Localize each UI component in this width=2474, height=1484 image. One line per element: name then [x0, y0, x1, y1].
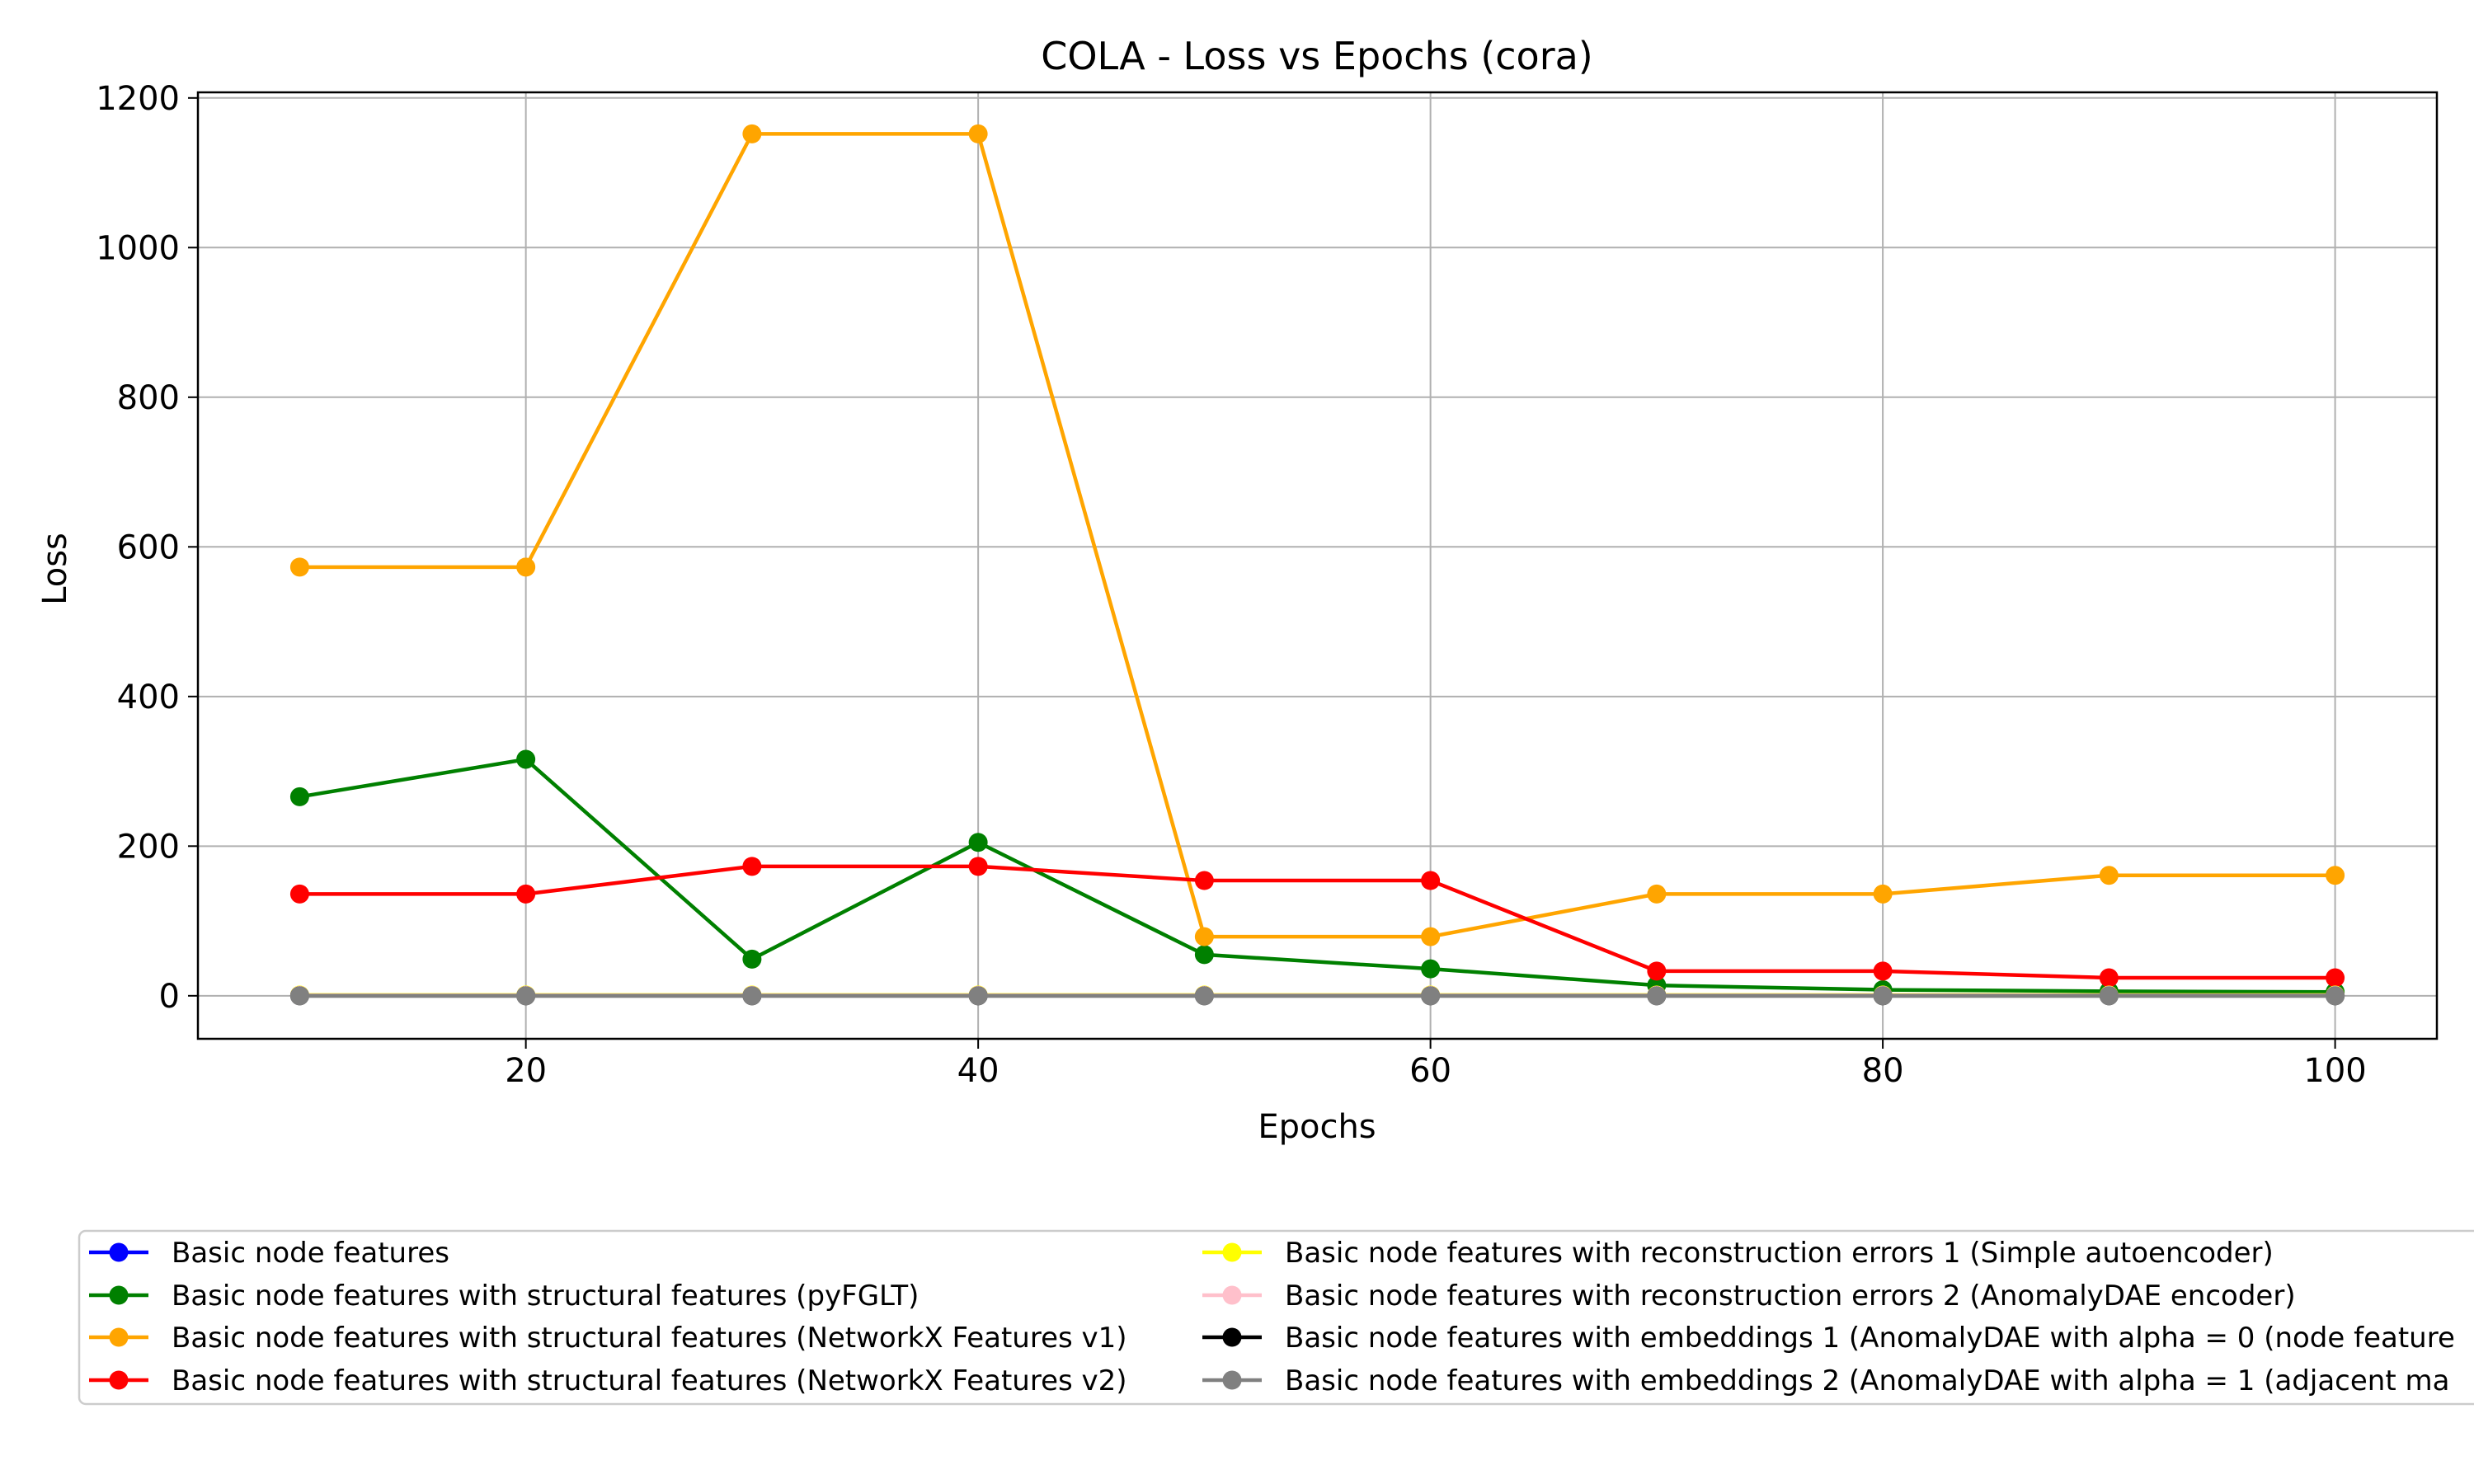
x-axis-ticks: 20 40 60 80 100 [505, 1039, 2367, 1090]
legend-label: Basic node features with reconstruction … [1285, 1280, 2296, 1313]
legend-entry: Basic node features with structural feat… [89, 1364, 1127, 1397]
data-point [968, 857, 988, 876]
y-tick-label: 200 [117, 828, 180, 866]
data-point [1421, 927, 1441, 946]
data-point [1421, 986, 1441, 1006]
series-line [299, 757, 2335, 994]
x-tick-label: 40 [957, 1052, 999, 1090]
data-point [1873, 961, 1893, 981]
plot-series [289, 124, 2345, 1006]
data-point [1647, 986, 1667, 1006]
legend-marker [1222, 1370, 1242, 1390]
data-point [2099, 968, 2119, 988]
y-tick-label: 1000 [96, 229, 180, 267]
legend-label: Basic node features with embeddings 2 (A… [1285, 1364, 2449, 1397]
legend-entry: Basic node features with embeddings 1 (A… [1202, 1322, 2455, 1355]
x-tick-label: 100 [2303, 1052, 2366, 1090]
y-tick-label: 1200 [96, 80, 180, 118]
data-point [2099, 986, 2119, 1006]
data-point [516, 749, 536, 769]
data-point [2326, 986, 2345, 1006]
legend-label: Basic node features with embeddings 1 (A… [1285, 1322, 2455, 1355]
data-point [968, 986, 988, 1006]
data-point [289, 557, 309, 577]
grid-lines [198, 92, 2437, 1039]
data-point [289, 884, 309, 904]
data-point [516, 986, 536, 1006]
x-tick-label: 60 [1409, 1052, 1451, 1090]
data-point [1194, 927, 1214, 946]
y-tick-label: 400 [117, 679, 180, 716]
y-tick-label: 600 [117, 528, 180, 566]
legend-marker [1222, 1327, 1242, 1347]
legend-marker [1222, 1285, 1242, 1305]
data-point [1421, 871, 1441, 890]
legend-marker [1222, 1242, 1242, 1262]
legend-label: Basic node features [172, 1237, 449, 1270]
data-point [1873, 986, 1893, 1006]
data-point [2326, 968, 2345, 988]
legend-entries: Basic node features Basic node features w… [89, 1237, 2455, 1397]
data-point [1194, 871, 1214, 890]
legend-label: Basic node features with structural feat… [172, 1322, 1127, 1355]
series-line [299, 132, 2335, 939]
data-point [1873, 884, 1893, 904]
y-axis-ticks: 0 200 400 600 800 1000 1200 [96, 80, 198, 1016]
data-point [1647, 884, 1667, 904]
y-axis-label: Loss [36, 533, 74, 605]
legend-label: Basic node features with reconstruction … [1285, 1237, 2274, 1270]
x-tick-label: 80 [1862, 1052, 1904, 1090]
data-point [968, 124, 988, 143]
legend-entry: Basic node features with structural feat… [89, 1322, 1127, 1355]
data-point [289, 986, 309, 1006]
legend-marker [109, 1285, 129, 1305]
data-point [1194, 945, 1214, 965]
series-3 [289, 857, 2345, 988]
x-axis-label: Epochs [1258, 1108, 1376, 1146]
legend-entry: Basic node features with embeddings 2 (A… [1202, 1364, 2449, 1397]
legend-label: Basic node features with structural feat… [172, 1364, 1127, 1397]
data-point [742, 949, 762, 969]
legend-marker [109, 1242, 129, 1262]
series-7 [289, 986, 2345, 1006]
series-2 [289, 124, 2345, 946]
y-tick-label: 0 [159, 978, 180, 1016]
data-point [516, 884, 536, 904]
data-point [516, 557, 536, 577]
data-point [1421, 959, 1441, 979]
data-point [742, 986, 762, 1006]
legend-entry: Basic node features with reconstruction … [1202, 1237, 2274, 1270]
legend-entry: Basic node features with reconstruction … [1202, 1280, 2296, 1313]
data-point [2326, 866, 2345, 885]
data-point [742, 124, 762, 143]
data-point [1194, 986, 1214, 1006]
legend: Basic node features Basic node features w… [78, 1229, 2474, 1406]
data-point [1647, 961, 1667, 981]
legend-frame [78, 1229, 2474, 1406]
data-point [968, 833, 988, 852]
legend-marker [109, 1327, 129, 1347]
chart-title: COLA - Loss vs Epochs (cora) [1041, 34, 1593, 78]
data-point [2099, 866, 2119, 885]
y-tick-label: 800 [117, 379, 180, 417]
x-tick-label: 20 [505, 1052, 547, 1090]
legend-entry: Basic node features [89, 1237, 449, 1270]
series-line [299, 864, 2335, 980]
legend-entry: Basic node features with structural feat… [89, 1280, 919, 1313]
plot-area-frame [196, 91, 2439, 1040]
legend-marker [109, 1370, 129, 1390]
data-point [742, 857, 762, 876]
data-point [289, 787, 309, 806]
legend-label: Basic node features with structural feat… [172, 1280, 919, 1313]
